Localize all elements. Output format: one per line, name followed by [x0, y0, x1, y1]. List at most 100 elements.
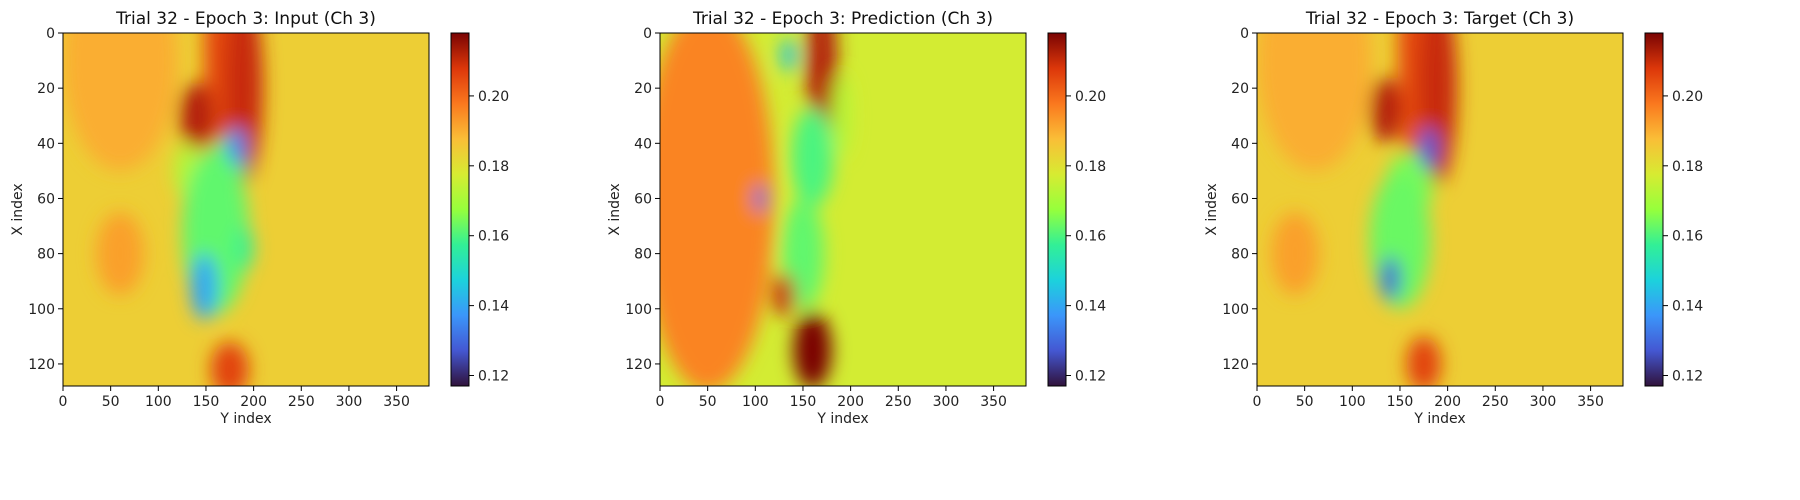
x-tick-label: 50 [102, 394, 120, 410]
x-tick-label: 300 [1530, 394, 1557, 410]
colorbar-tick-label: 0.12 [1672, 369, 1703, 385]
heatmap-feature [1257, 33, 1372, 171]
y-tick-label: 40 [634, 136, 652, 152]
x-tick-label: 0 [1253, 394, 1262, 410]
colorbar-tick-label: 0.16 [1075, 229, 1106, 245]
y-tick-label: 80 [634, 247, 652, 263]
y-tick-label: 60 [634, 191, 652, 207]
heatmap-chart-prediction: Trial 32 - Epoch 3: Prediction (Ch 3) 0 50… [607, 9, 1106, 427]
x-tick-label: 50 [1296, 394, 1314, 410]
x-tick-label: 250 [885, 394, 912, 410]
y-tick-label: 60 [37, 191, 55, 207]
heatmap-feature [1370, 77, 1401, 144]
x-tick-label: 100 [742, 394, 769, 410]
x-tick-label: 200 [240, 394, 267, 410]
panel-target: Trial 32 - Epoch 3: Target (Ch 3) 0 50 100 1… [1194, 0, 1794, 500]
y-tick-label: 40 [1231, 136, 1249, 152]
y-tick-label: 20 [37, 81, 55, 97]
x-tick-label: 250 [288, 394, 315, 410]
heatmap-chart-target: Trial 32 - Epoch 3: Target (Ch 3) 0 50 100 1… [1204, 9, 1703, 427]
colorbar-tick-label: 0.16 [1672, 229, 1703, 245]
heatmap-feature [793, 311, 832, 386]
heatmap-feature [1369, 170, 1431, 309]
chart-title: Trial 32 - Epoch 3: Prediction (Ch 3) [692, 9, 993, 29]
plot-frame [62, 32, 430, 387]
colorbar-tick-label: 0.20 [478, 89, 509, 105]
colorbar [1047, 32, 1067, 387]
heatmap-area [1257, 33, 1623, 386]
x-tick-label: 100 [145, 394, 172, 410]
panel-input: Trial 32 - Epoch 3: Input (Ch 3) 0 50 100 15… [0, 0, 600, 500]
y-tick-label: 100 [28, 302, 55, 318]
y-axis-label: X index [1204, 183, 1220, 235]
heatmap-area [660, 33, 1026, 386]
y-tick-label: 120 [1222, 357, 1249, 373]
x-tick-label: 300 [336, 394, 363, 410]
plot-frame [659, 32, 1027, 387]
y-tick-label: 100 [625, 302, 652, 318]
x-axis-label: Y index [1413, 411, 1465, 427]
heatmap-feature [781, 38, 797, 72]
colorbar-tick-label: 0.18 [1075, 159, 1106, 175]
x-tick-label: 150 [790, 394, 817, 410]
x-tick-label: 250 [1482, 394, 1509, 410]
colorbar-tick-label: 0.20 [1075, 89, 1106, 105]
colorbar-tick-label: 0.16 [478, 229, 509, 245]
y-tick-label: 20 [1231, 81, 1249, 97]
y-axis-label: X index [607, 183, 623, 235]
heatmap-feature [190, 253, 218, 320]
y-tick-label: 0 [46, 26, 55, 42]
x-tick-label: 350 [980, 394, 1007, 410]
colorbar-tick-label: 0.14 [1075, 299, 1106, 315]
x-axis-label: Y index [816, 411, 868, 427]
y-tick-label: 20 [634, 81, 652, 97]
colorbar-tick-label: 0.18 [478, 159, 509, 175]
heatmap-feature [791, 107, 834, 207]
heatmap-feature [1406, 336, 1441, 386]
y-axis-label: X index [10, 183, 26, 235]
plot-frame [1256, 32, 1624, 387]
x-tick-label: 0 [656, 394, 665, 410]
heatmap-feature [831, 74, 851, 158]
colorbar-tick-label: 0.14 [1672, 299, 1703, 315]
colorbar [450, 32, 470, 387]
colorbar-tick-label: 0.18 [1672, 159, 1703, 175]
y-tick-label: 0 [643, 26, 652, 42]
heatmap-feature [96, 212, 145, 295]
y-tick-label: 60 [1231, 191, 1249, 207]
colorbar [1644, 32, 1664, 387]
x-tick-label: 50 [699, 394, 717, 410]
y-tick-label: 120 [625, 357, 652, 373]
panel-prediction: Trial 32 - Epoch 3: Prediction (Ch 3) 0 50… [597, 0, 1197, 500]
y-tick-label: 100 [1222, 302, 1249, 318]
heatmap-chart-input: Trial 32 - Epoch 3: Input (Ch 3) 0 50 100 15… [10, 9, 509, 427]
x-tick-label: 100 [1339, 394, 1366, 410]
x-axis-label: Y index [219, 411, 271, 427]
colorbar-tick-label: 0.12 [1075, 369, 1106, 385]
colorbar-tick-label: 0.14 [478, 299, 509, 315]
colorbar-tick-label: 0.12 [478, 369, 509, 385]
y-tick-label: 120 [28, 357, 55, 373]
heatmap-feature [1271, 212, 1319, 295]
x-tick-label: 200 [1434, 394, 1461, 410]
heatmap-feature [210, 341, 249, 386]
heatmap-feature [1380, 256, 1400, 301]
x-tick-label: 350 [1577, 394, 1604, 410]
heatmap-feature [234, 226, 254, 271]
heatmap-feature [754, 184, 766, 213]
chart-title: Trial 32 - Epoch 3: Input (Ch 3) [115, 9, 376, 29]
x-tick-label: 150 [1387, 394, 1414, 410]
chart-title: Trial 32 - Epoch 3: Target (Ch 3) [1305, 9, 1574, 29]
heatmap-area [63, 33, 429, 386]
x-tick-label: 200 [837, 394, 864, 410]
heatmap-feature [1419, 126, 1439, 171]
x-tick-label: 150 [193, 394, 220, 410]
heatmap-feature [63, 33, 178, 171]
x-tick-label: 300 [933, 394, 960, 410]
heatmap-feature [660, 33, 775, 386]
colorbar-tick-label: 0.20 [1672, 89, 1703, 105]
y-tick-label: 0 [1240, 26, 1249, 42]
y-tick-label: 80 [37, 247, 55, 263]
heatmap-feature [772, 272, 796, 318]
